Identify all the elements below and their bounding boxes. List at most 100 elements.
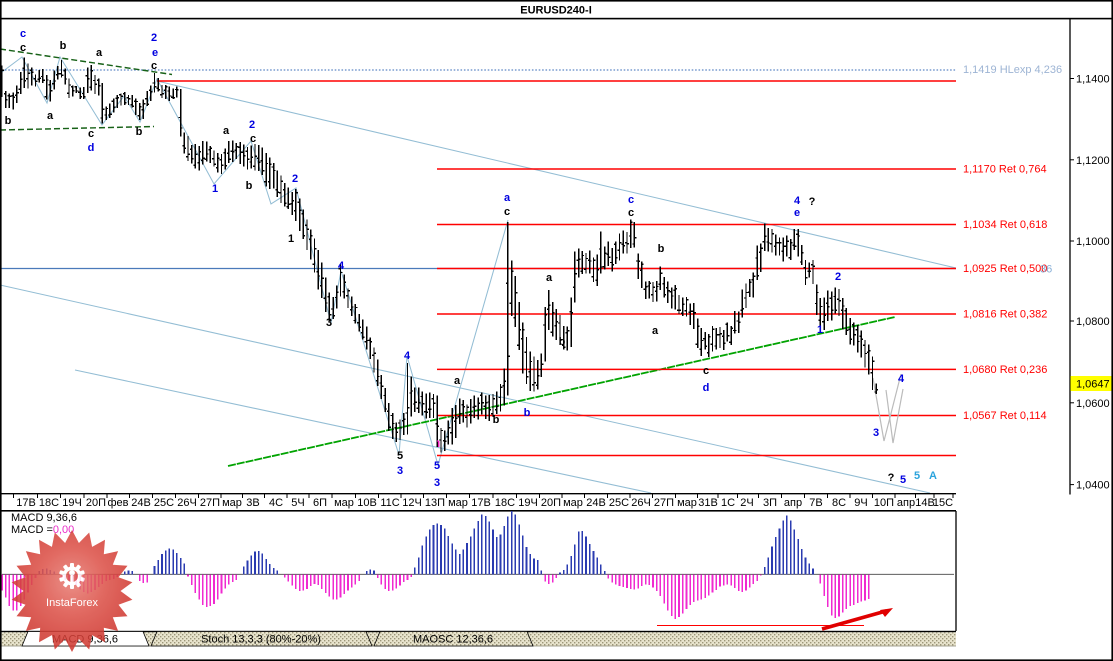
svg-text:2: 2 [151,32,157,44]
svg-text:2Ч: 2Ч [740,497,753,509]
svg-text:3: 3 [397,465,403,477]
svg-text:25С: 25С [609,497,629,509]
svg-text:InstaForex: InstaForex [46,597,98,609]
svg-text:1,0816 Ret 0,382: 1,0816 Ret 0,382 [963,309,1047,321]
svg-text:1,1170 Ret 0,764: 1,1170 Ret 0,764 [963,164,1047,176]
svg-text:c: c [504,206,510,218]
svg-text:MACD =0,00: MACD =0,00 [11,524,74,536]
svg-text:24В: 24В [131,497,151,509]
svg-text:a: a [546,272,553,284]
svg-text:?: ? [888,472,895,484]
svg-text:b: b [246,180,253,192]
svg-text:9Ч: 9Ч [854,497,867,509]
svg-text:b: b [60,40,67,52]
svg-text:12Ч: 12Ч [402,497,422,509]
svg-text:1,1200: 1,1200 [1076,155,1110,167]
svg-text:19Ч: 19Ч [62,497,82,509]
svg-text:MACD 9,36,6: MACD 9,36,6 [11,512,77,524]
svg-text:1,1034 Ret 0,618: 1,1034 Ret 0,618 [963,219,1047,231]
svg-text:2: 2 [249,119,255,131]
svg-text:Stoch 13,3,3 (80%-20%): Stoch 13,3,3 (80%-20%) [201,634,321,646]
svg-text:4: 4 [338,260,345,272]
svg-text:20П: 20П [541,497,561,509]
svg-text:7В: 7В [809,497,822,509]
svg-text:e: e [152,47,158,59]
svg-text:c: c [628,194,634,206]
svg-text:1,0925 Ret 0,500: 1,0925 Ret 0,500 [963,263,1047,275]
svg-text:26Ч: 26Ч [177,497,197,509]
svg-text:1: 1 [288,233,294,245]
svg-text:b: b [524,407,531,419]
svg-text:14В: 14В [915,497,935,509]
svg-text:27П: 27П [200,497,220,509]
svg-text:1,0400: 1,0400 [1076,480,1110,492]
svg-text:мар: мар [334,497,354,509]
svg-text:мар: мар [677,497,697,509]
svg-text:EURUSD240-I: EURUSD240-I [520,5,592,17]
svg-text:1: 1 [817,324,823,336]
svg-text:3: 3 [873,427,879,439]
svg-text:3П: 3П [763,497,777,509]
svg-text:8С: 8С [832,497,846,509]
svg-text:c: c [151,60,157,72]
svg-text:?: ? [809,196,816,208]
svg-text:a: a [652,325,659,337]
svg-text:1: 1 [212,183,218,195]
svg-text:24В: 24В [586,497,606,509]
svg-text:мар: мар [563,497,583,509]
svg-text:1,1400: 1,1400 [1076,74,1110,86]
svg-text:25С: 25С [154,497,174,509]
svg-text:c: c [88,128,94,140]
svg-text:мар: мар [222,497,242,509]
svg-text:1,0567 Ret 0,114: 1,0567 Ret 0,114 [963,410,1047,422]
svg-text:11С: 11С [380,497,399,509]
svg-text:a: a [454,375,461,387]
svg-text:MAOSC 12,36,6: MAOSC 12,36,6 [413,634,493,646]
svg-text:3: 3 [326,317,332,329]
svg-text:A: A [929,470,937,482]
svg-text:19Ч: 19Ч [518,497,538,509]
svg-text:4С: 4С [269,497,283,509]
svg-text:26Ч: 26Ч [631,497,651,509]
svg-text:мар: мар [448,497,468,509]
svg-text:апр: апр [784,497,802,509]
svg-text:4: 4 [898,373,905,385]
svg-text:a: a [47,110,54,122]
svg-text:18С: 18С [495,497,515,509]
svg-text:1,0600: 1,0600 [1076,398,1110,410]
svg-text:b: b [559,336,566,348]
svg-text:10В: 10В [357,497,377,509]
svg-text:5: 5 [397,450,403,462]
svg-text:17В: 17В [16,497,36,509]
svg-text:d: d [88,142,95,154]
svg-text:c: c [250,133,256,145]
svg-text:5: 5 [434,460,440,472]
svg-text:36: 36 [1040,264,1052,276]
svg-text:c: c [628,207,634,219]
svg-text:b: b [658,243,665,255]
svg-text:3В: 3В [246,497,259,509]
svg-text:e: e [794,207,800,219]
svg-text:2: 2 [292,173,298,185]
svg-text:3: 3 [434,477,440,489]
svg-text:апр: апр [897,497,915,509]
svg-text:5: 5 [900,474,906,486]
svg-text:2: 2 [835,271,841,283]
svg-text:c: c [20,28,26,40]
svg-text:b: b [493,414,500,426]
svg-text:20П: 20П [86,497,106,509]
svg-text:10П: 10П [874,497,894,509]
svg-text:15С: 15С [933,497,953,509]
svg-text:27П: 27П [654,497,674,509]
svg-text:5: 5 [914,470,920,482]
svg-text:a: a [96,47,103,59]
svg-text:4: 4 [794,195,801,207]
svg-text:6П: 6П [313,497,327,509]
svg-text:c: c [20,42,26,54]
svg-text:b: b [5,115,12,127]
svg-text:1,0680 Ret 0,236: 1,0680 Ret 0,236 [963,364,1047,376]
svg-text:17В: 17В [471,497,491,509]
svg-text:b: b [136,126,143,138]
svg-text:фев: фев [107,497,128,509]
svg-text:c: c [703,365,709,377]
